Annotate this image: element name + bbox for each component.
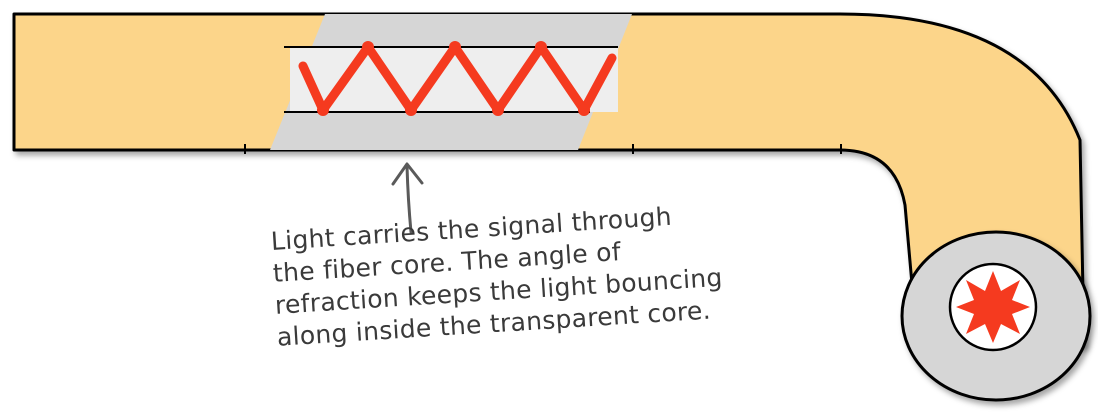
- cable-jacket: [12, 12, 1086, 354]
- up-arrow-icon: [391, 162, 424, 234]
- cable-edge-ticks: [244, 144, 842, 154]
- starburst-icon: [956, 271, 1030, 343]
- fiber-core: [290, 47, 618, 112]
- reflection-points: [317, 41, 590, 116]
